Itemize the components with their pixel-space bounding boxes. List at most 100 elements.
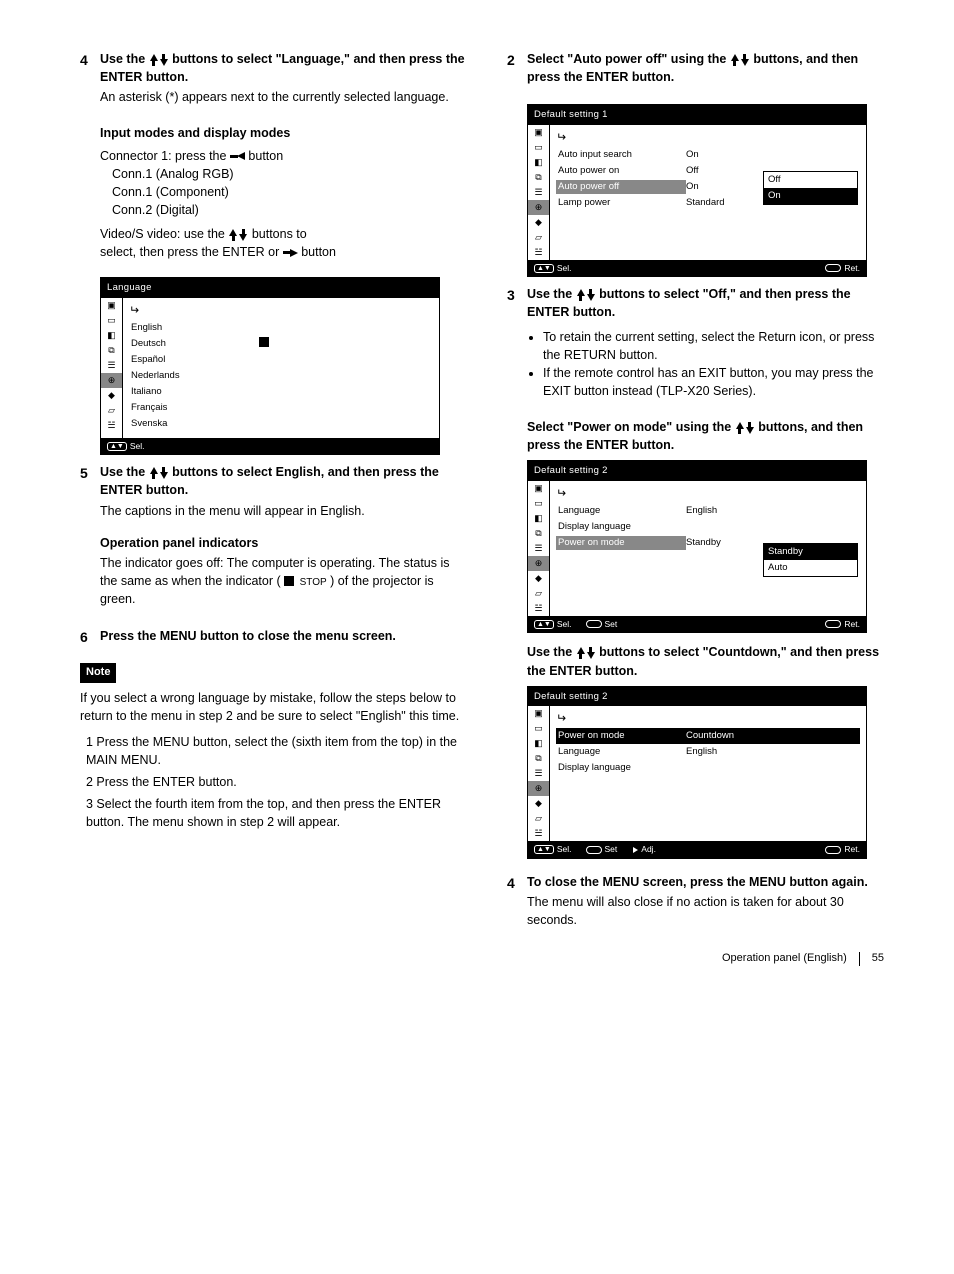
osd-tab-icon[interactable]: ▭ xyxy=(101,313,122,328)
modes-line1-a: Connector 1: press the xyxy=(100,149,230,163)
step-number: 5 xyxy=(80,463,100,483)
row-val: On xyxy=(686,148,860,162)
osd-tab-icon[interactable]: ◆ xyxy=(528,215,549,230)
osd-tab-icon[interactable]: ☱ xyxy=(528,245,549,260)
row-label: Power on mode xyxy=(556,536,686,550)
row-label: Power on mode xyxy=(556,729,686,743)
step5-b: buttons to select English, and xyxy=(172,465,350,479)
osd-tab-icon[interactable]: ▭ xyxy=(528,140,549,155)
osd-tab-icon[interactable]: ☰ xyxy=(101,358,122,373)
lang-row[interactable]: English xyxy=(129,320,433,336)
right-step-4: 4 To close the MENU screen, press the ME… xyxy=(507,873,894,929)
r4-sub: The menu will also close if no action is… xyxy=(527,893,894,929)
osd-tab-icon[interactable]: ▱ xyxy=(528,230,549,245)
osd-tab-icon[interactable]: ☱ xyxy=(528,826,549,841)
osd-footer: ▲▼Sel. xyxy=(101,438,439,454)
osd-tab-icon[interactable]: ◧ xyxy=(528,155,549,170)
lang-row[interactable]: Italiano xyxy=(129,384,433,400)
osd-tab-icon[interactable]: ☰ xyxy=(528,766,549,781)
button-hint-icon xyxy=(825,846,841,854)
note-step-3: 3 Select the fourth item from the top, a… xyxy=(86,795,467,831)
osd-tab-icon[interactable]: ⧉ xyxy=(528,526,549,541)
osd-tab-icon[interactable]: ▭ xyxy=(528,721,549,736)
osd-tab-icon[interactable]: ☱ xyxy=(528,601,549,616)
page-number: 55 xyxy=(872,951,884,967)
left-step-5: 5 Use the buttons to select English, and… xyxy=(80,463,467,608)
osd-tab-icon[interactable]: ◆ xyxy=(528,796,549,811)
dropdown[interactable]: Standby Auto xyxy=(763,543,858,577)
row-val: English xyxy=(686,504,860,518)
dropdown-option-selected[interactable]: On xyxy=(764,188,857,204)
modes-line5: Video/S video: use the buttons to xyxy=(100,225,467,243)
modes-line6-a: select, then press the ENTER or xyxy=(100,245,283,259)
dropdown-option-selected[interactable]: Standby xyxy=(764,544,857,560)
osd-title: Default setting 2 xyxy=(528,687,866,707)
osd-tab-icon[interactable]: ▱ xyxy=(528,586,549,601)
stop-icon xyxy=(284,576,294,586)
step4-text-a: Use the xyxy=(100,52,149,66)
r3-b: buttons to select "Off," and xyxy=(599,287,762,301)
osd-screen-default1: Default setting 1 ▣ ▭ ◧ ⧉ ☰ ⊕ ◆ ▱ ☱ ↵ Au… xyxy=(527,104,867,277)
osd-tab-icon[interactable]: ◧ xyxy=(528,736,549,751)
dropdown-option[interactable]: Off xyxy=(764,172,857,188)
osd-tab-icon[interactable]: ▭ xyxy=(528,496,549,511)
dropdown-option[interactable]: Auto xyxy=(764,560,857,576)
dropdown[interactable]: Off On xyxy=(763,171,858,205)
row-label: Auto input search xyxy=(556,148,686,162)
left-arrow-icon xyxy=(230,149,245,163)
updown-hint-icon: ▲▼ xyxy=(107,442,127,451)
lang-row[interactable]: Nederlands xyxy=(129,368,433,384)
osd-tab-icon[interactable]: ▣ xyxy=(528,481,549,496)
setting-row[interactable]: Auto input searchOn xyxy=(556,147,860,163)
osd-tab-icon[interactable]: ▣ xyxy=(528,706,549,721)
setting-row[interactable]: LanguageEnglish xyxy=(556,744,860,760)
lang-row[interactable]: Français xyxy=(129,400,433,416)
osd-tab-icon[interactable]: ▣ xyxy=(101,298,122,313)
step-number: 4 xyxy=(80,50,100,70)
osd-tab-icon[interactable]: ▣ xyxy=(528,125,549,140)
modes-line3: Conn.1 (Component) xyxy=(112,183,467,201)
osd-tab-icon[interactable]: ☰ xyxy=(528,185,549,200)
osd-tab-icon-selected[interactable]: ⊕ xyxy=(528,200,549,215)
footer-separator xyxy=(859,952,860,966)
setting-row[interactable]: Display language xyxy=(556,760,860,776)
up-down-arrows-icon xyxy=(149,465,169,479)
return-icon[interactable]: ↵ xyxy=(556,485,860,503)
step-number: 2 xyxy=(507,50,527,70)
osd-tab-icon[interactable]: ▱ xyxy=(101,403,122,418)
osd-tab-icon[interactable]: ⧉ xyxy=(528,170,549,185)
osd-content: ↵ Power on modeCountdown LanguageEnglish… xyxy=(550,706,866,841)
return-icon[interactable]: ↵ xyxy=(556,710,860,728)
osd-tab-icon[interactable]: ▱ xyxy=(528,811,549,826)
setting-row-highlight[interactable]: Power on modeCountdown xyxy=(556,728,860,744)
lang-row[interactable]: Svenska xyxy=(129,416,433,432)
osd-tab-icon[interactable]: ◧ xyxy=(528,511,549,526)
return-icon[interactable]: ↵ xyxy=(556,129,860,147)
osd-tab-icon[interactable]: ☱ xyxy=(101,418,122,433)
setting-row[interactable]: Display language xyxy=(556,519,860,535)
note-step-2: 2 Press the ENTER button. xyxy=(86,773,467,791)
osd-tab-icon[interactable]: ⧉ xyxy=(101,343,122,358)
osd-tab-icon[interactable]: ◧ xyxy=(101,328,122,343)
osd-tab-icon[interactable]: ◆ xyxy=(528,571,549,586)
osd-tab-icon-selected[interactable]: ⊕ xyxy=(528,781,549,796)
right-mid-step: Use the buttons to select "Countdown," a… xyxy=(527,643,894,679)
setting-row[interactable]: LanguageEnglish xyxy=(556,503,860,519)
step-number: 4 xyxy=(507,873,527,893)
lang-row[interactable]: Español xyxy=(129,352,433,368)
hint-sel: Sel. xyxy=(557,262,572,274)
step-number: 3 xyxy=(507,285,527,305)
osd-tab-icon[interactable]: ☰ xyxy=(528,541,549,556)
osd-tab-icon[interactable]: ⧉ xyxy=(528,751,549,766)
right-step-3: 3 Use the buttons to select "Off," and t… xyxy=(507,285,894,400)
row-label: Auto power off xyxy=(556,180,686,194)
return-icon[interactable]: ↵ xyxy=(129,302,433,320)
lang-row[interactable]: Deutsch xyxy=(129,336,433,352)
lang-deutsch: Deutsch xyxy=(129,337,259,351)
osd-tab-icon-selected[interactable]: ⊕ xyxy=(101,373,122,388)
r3-a: Use the xyxy=(527,287,576,301)
osd-tab-icon[interactable]: ◆ xyxy=(101,388,122,403)
button-hint-icon xyxy=(825,620,841,628)
note-step-1: 1 Press the MENU button, select the (six… xyxy=(86,733,467,769)
osd-tab-icon-selected[interactable]: ⊕ xyxy=(528,556,549,571)
